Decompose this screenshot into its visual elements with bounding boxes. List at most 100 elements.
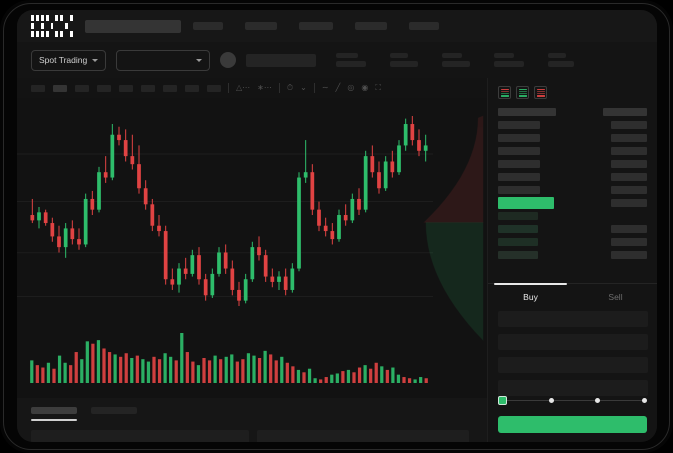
market-stat-value bbox=[442, 61, 471, 67]
market-stat-1 bbox=[336, 53, 367, 67]
order-book-row[interactable] bbox=[498, 131, 647, 144]
top-navigation-bar bbox=[17, 10, 657, 42]
indicator-icon[interactable]: △⋯ bbox=[236, 83, 251, 92]
toolbar-divider bbox=[228, 83, 229, 93]
alert-icon[interactable]: ⏱ bbox=[286, 83, 294, 92]
buy-sell-tab-strip: Buy Sell bbox=[488, 283, 657, 309]
toolbar-divider bbox=[313, 83, 315, 93]
order-book-current-price-row[interactable] bbox=[498, 196, 647, 209]
market-type-selector[interactable]: Spot Trading bbox=[31, 49, 107, 71]
price-chart-area[interactable] bbox=[17, 98, 487, 398]
market-stat-label bbox=[336, 53, 359, 58]
order-book-price-cell bbox=[498, 185, 540, 194]
bottom-panel-left bbox=[31, 429, 249, 442]
order-form-field-1[interactable] bbox=[498, 311, 648, 327]
compare-icon[interactable]: ∗⋯ bbox=[257, 83, 272, 92]
order-book-row[interactable] bbox=[498, 157, 647, 170]
toolbar-divider bbox=[278, 83, 280, 93]
order-book-row[interactable] bbox=[498, 118, 647, 131]
order-book-rows[interactable] bbox=[488, 105, 657, 261]
order-book-row[interactable] bbox=[498, 105, 647, 118]
drawing-tool-icon[interactable]: ╱ bbox=[335, 83, 341, 92]
fullscreen-icon[interactable]: ⛶ bbox=[375, 83, 381, 92]
slider-step-2[interactable] bbox=[548, 397, 554, 403]
nav-item-5[interactable] bbox=[409, 22, 439, 30]
market-stat-label bbox=[390, 53, 409, 58]
bottom-tab-order-history[interactable] bbox=[91, 407, 137, 421]
market-stat-label bbox=[494, 53, 515, 58]
order-book-amount-cell bbox=[611, 250, 647, 259]
order-book-price-cell bbox=[498, 224, 538, 233]
order-book-row[interactable] bbox=[498, 248, 647, 261]
orders-bottom-panel bbox=[17, 398, 487, 442]
tab-label-placeholder bbox=[91, 407, 137, 414]
order-book-row[interactable] bbox=[498, 209, 647, 222]
market-stat-3 bbox=[442, 53, 471, 67]
nav-item-3[interactable] bbox=[299, 22, 333, 30]
order-book-row[interactable] bbox=[498, 235, 647, 248]
bottom-panel-right bbox=[257, 429, 469, 442]
last-price-value bbox=[246, 53, 317, 67]
order-book-row[interactable] bbox=[498, 222, 647, 235]
nav-item-2[interactable] bbox=[245, 22, 277, 30]
timeframe-button-7[interactable] bbox=[163, 84, 177, 92]
orderbook-mode-bids[interactable] bbox=[516, 86, 529, 99]
trading-pair-selector[interactable] bbox=[116, 49, 211, 71]
market-stat-5 bbox=[548, 53, 575, 67]
timeframe-button-2[interactable] bbox=[53, 84, 67, 92]
order-form-field-2[interactable] bbox=[498, 334, 648, 350]
timeframe-buttons bbox=[31, 84, 221, 92]
bottom-tab-open-orders[interactable] bbox=[31, 407, 77, 421]
timeframe-button-4[interactable] bbox=[97, 84, 111, 92]
nav-item-4[interactable] bbox=[355, 22, 387, 30]
order-book-price-cell bbox=[498, 159, 540, 168]
order-book-price-cell bbox=[498, 211, 538, 220]
tab-buy[interactable]: Buy bbox=[488, 283, 573, 309]
market-stat-value bbox=[548, 61, 575, 67]
order-book-row[interactable] bbox=[498, 170, 647, 183]
camera-icon[interactable]: ◎ bbox=[347, 83, 355, 92]
order-book-amount-cell bbox=[611, 198, 647, 207]
chevron-down-icon[interactable]: ⌄ bbox=[300, 83, 307, 92]
orders-content bbox=[31, 429, 473, 442]
timeframe-button-6[interactable] bbox=[141, 84, 155, 92]
tab-sell-label: Sell bbox=[608, 291, 623, 302]
order-book-price-cell bbox=[498, 196, 554, 209]
slider-step-4[interactable] bbox=[641, 397, 647, 403]
timeframe-button-1[interactable] bbox=[31, 84, 45, 92]
market-type-label: Spot Trading bbox=[39, 55, 88, 65]
amount-percent-slider[interactable] bbox=[498, 394, 647, 406]
candlestick-chart bbox=[17, 115, 484, 383]
tab-sell[interactable]: Sell bbox=[573, 284, 657, 309]
settings-icon[interactable]: ◉ bbox=[361, 83, 369, 92]
order-book-price-cell bbox=[498, 107, 556, 116]
market-stats bbox=[336, 53, 575, 67]
timeframe-button-8[interactable] bbox=[185, 84, 199, 92]
line-chart-icon[interactable]: ∼ bbox=[321, 83, 329, 92]
submit-order-button[interactable] bbox=[498, 416, 647, 433]
timeframe-button-5[interactable] bbox=[119, 84, 133, 92]
top-nav-items bbox=[193, 22, 439, 30]
order-book-amount-cell bbox=[611, 120, 647, 129]
timeframe-button-9[interactable] bbox=[207, 84, 221, 92]
order-book-row[interactable] bbox=[498, 144, 647, 157]
slider-step-3[interactable] bbox=[595, 397, 601, 403]
order-book-amount-cell bbox=[611, 159, 647, 168]
order-form-field-4[interactable] bbox=[498, 380, 648, 396]
order-book-amount-cell bbox=[611, 185, 647, 194]
timeframe-button-3[interactable] bbox=[75, 84, 89, 92]
nav-item-1[interactable] bbox=[193, 22, 223, 30]
orderbook-mode-both[interactable] bbox=[498, 86, 511, 99]
global-search-input[interactable] bbox=[85, 19, 181, 33]
okx-logo[interactable] bbox=[31, 15, 74, 37]
order-book-price-cell bbox=[498, 237, 538, 246]
active-tab-underline bbox=[31, 419, 77, 421]
slider-step-1[interactable] bbox=[498, 395, 507, 405]
order-form-field-3[interactable] bbox=[498, 357, 648, 373]
orderbook-mode-asks[interactable] bbox=[534, 86, 547, 99]
order-book-row[interactable] bbox=[498, 183, 647, 196]
chevron-down-icon bbox=[92, 58, 99, 62]
slider-track bbox=[502, 399, 643, 401]
tab-buy-label: Buy bbox=[523, 291, 538, 302]
pair-coin-avatar bbox=[220, 52, 237, 68]
